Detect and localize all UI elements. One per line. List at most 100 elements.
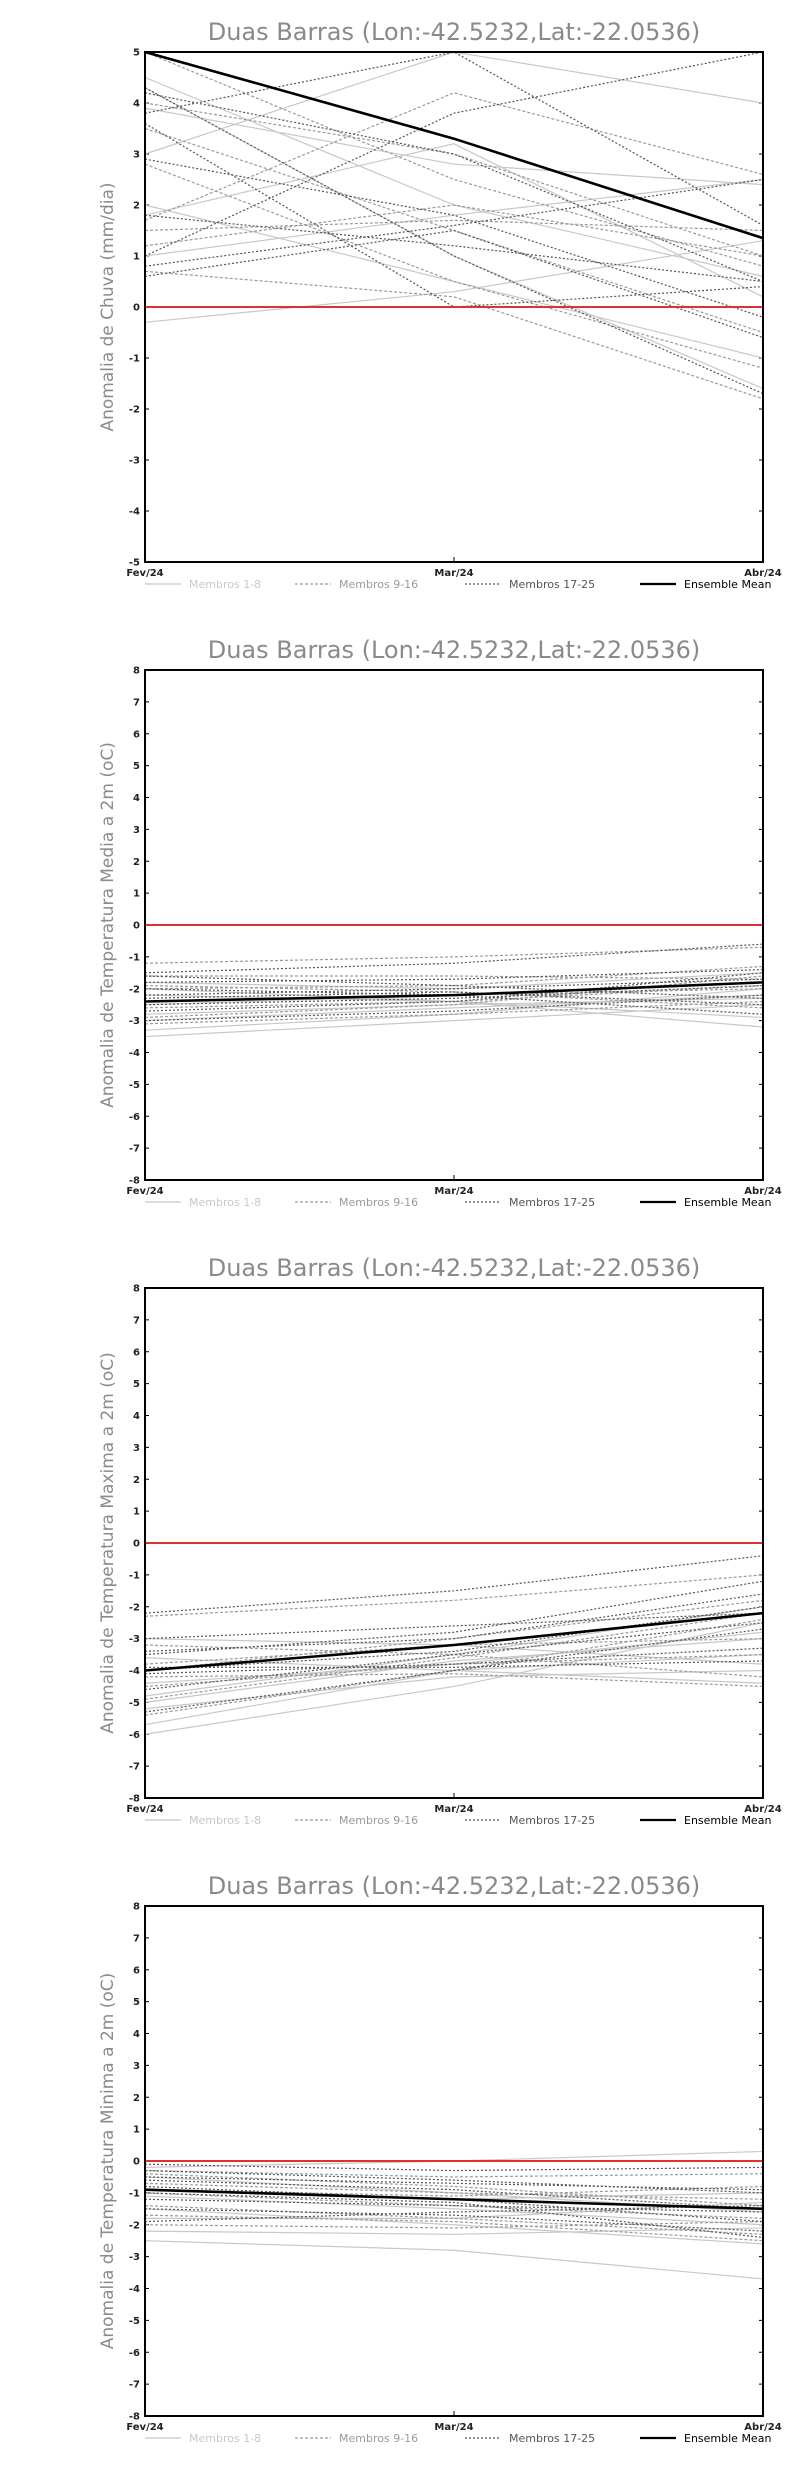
member-line-23 (144, 178, 764, 267)
y-axis-label: Anomalia de Temperatura Minima a 2m (oC) (98, 1973, 118, 2350)
member-line-18 (144, 2179, 764, 2210)
y-axis-label: Anomalia de Chuva (mm/dia) (98, 182, 118, 431)
y-tick-label: -2 (129, 405, 140, 416)
y-tick-label: -8 (129, 1794, 140, 1805)
legend-label-2: Membros 9-16 (339, 578, 418, 591)
chart-panel-1: Duas Barras (Lon:-42.5232,Lat:-22.0536) A… (0, 0, 800, 618)
plot-frame (144, 669, 764, 1181)
member-line-23 (144, 2205, 764, 2223)
member-line-17 (144, 943, 764, 974)
x-tick-label: Mar/24 (434, 1186, 473, 1197)
y-tick-label: 4 (133, 1411, 140, 1422)
member-line-15 (144, 1612, 764, 1700)
member-line-22 (144, 2169, 764, 2194)
member-line-8 (144, 1638, 764, 1703)
member-line-21 (144, 87, 764, 395)
member-line-15 (144, 163, 764, 369)
x-tick-label: Abr/24 (744, 2422, 781, 2433)
member-line-15 (144, 984, 764, 1009)
member-line-5 (144, 2227, 764, 2235)
x-tick-label: Abr/24 (744, 1186, 781, 1197)
member-line-23 (144, 1593, 764, 1652)
member-line-16 (144, 92, 764, 221)
member-line-1 (144, 1622, 764, 1735)
member-line-17 (144, 2163, 764, 2172)
chart-svg: Duas Barras (Lon:-42.5232,Lat:-22.0536) A… (98, 1254, 782, 1827)
legend-label-3: Membros 17-25 (509, 2432, 595, 2445)
member-line-18 (144, 969, 764, 983)
member-line-15 (144, 2214, 764, 2242)
y-axis-label: Anomalia de Temperatura Media a 2m (oC) (98, 742, 118, 1108)
member-line-12 (144, 2220, 764, 2229)
member-line-19 (144, 229, 764, 339)
y-tick-label: -5 (129, 1698, 140, 1709)
y-tick-label: -1 (129, 1570, 140, 1581)
y-tick-label: 0 (133, 921, 140, 932)
chart-svg: Duas Barras (Lon:-42.5232,Lat:-22.0536) A… (98, 636, 782, 1209)
legend-label-1: Membros 1-8 (189, 2432, 261, 2445)
y-tick-label: -2 (129, 984, 140, 995)
y-tick-label: -7 (129, 2380, 140, 2391)
member-line-20 (144, 214, 764, 283)
chart-title: Duas Barras (Lon:-42.5232,Lat:-22.0536) (208, 636, 701, 664)
chart-title: Duas Barras (Lon:-42.5232,Lat:-22.0536) (208, 1872, 701, 1900)
x-tick-label: Mar/24 (434, 1804, 473, 1815)
member-line-24 (144, 122, 764, 308)
y-tick-label: 2 (133, 857, 140, 868)
member-line-5 (144, 87, 764, 390)
y-tick-label: -8 (129, 1176, 140, 1187)
y-tick-label: -4 (129, 507, 140, 518)
y-tick-label: 0 (133, 303, 140, 314)
member-line-4 (144, 178, 764, 257)
legend-label-1: Membros 1-8 (189, 578, 261, 591)
member-line-10 (144, 219, 764, 232)
chart-panel-3: Duas Barras (Lon:-42.5232,Lat:-22.0536) A… (0, 1236, 800, 1854)
member-line-10 (144, 2205, 764, 2235)
x-tick-label: Fev/24 (126, 1804, 163, 1815)
legend-label-2: Membros 9-16 (339, 2432, 418, 2445)
member-line-8 (144, 2195, 764, 2226)
member-line-25 (144, 51, 764, 257)
member-line-24 (144, 2192, 764, 2239)
y-tick-label: 1 (133, 2125, 140, 2136)
ensemble-mean-line (144, 981, 764, 1003)
member-line-19 (144, 978, 764, 996)
member-line-14 (144, 1638, 764, 1665)
y-tick-label: 3 (133, 825, 140, 836)
member-line-23 (144, 972, 764, 1012)
legend-label-1: Membros 1-8 (189, 1196, 261, 1209)
y-tick-label: 8 (133, 1902, 140, 1913)
member-line-20 (144, 2208, 764, 2232)
y-tick-label: -1 (129, 2188, 140, 2199)
legend-label-3: Membros 17-25 (509, 578, 595, 591)
plot-frame (144, 51, 764, 563)
y-tick-label: 4 (133, 2029, 140, 2040)
y-tick-label: -6 (129, 1730, 140, 1741)
y-tick-label: -4 (129, 2284, 140, 2295)
y-tick-label: 5 (133, 761, 140, 772)
member-line-13 (145, 975, 764, 980)
x-tick-label: Fev/24 (126, 1186, 163, 1197)
member-line-14 (144, 984, 764, 1009)
legend-label-4: Ensemble Mean (684, 1814, 771, 1827)
member-line-18 (144, 51, 764, 226)
member-line-25 (144, 1612, 764, 1640)
y-tick-label: 7 (133, 697, 140, 708)
member-line-8 (144, 143, 764, 298)
x-tick-label: Mar/24 (434, 2422, 473, 2433)
member-line-13 (144, 2192, 764, 2219)
y-tick-label: 5 (133, 1379, 140, 1390)
member-line-9 (144, 102, 764, 257)
member-line-11 (144, 270, 764, 400)
y-tick-label: 2 (133, 2093, 140, 2104)
member-line-19 (144, 1606, 764, 1672)
legend-label-4: Ensemble Mean (684, 2432, 771, 2445)
member-line-12 (144, 1000, 764, 1025)
y-tick-label: -4 (129, 1666, 140, 1677)
chart-panel-2: Duas Barras (Lon:-42.5232,Lat:-22.0536) A… (0, 618, 800, 1236)
y-tick-label: -6 (129, 1112, 140, 1123)
legend-label-4: Ensemble Mean (684, 578, 771, 591)
chart-panel-4: Duas Barras (Lon:-42.5232,Lat:-22.0536) A… (0, 1854, 800, 2472)
legend-label-1: Membros 1-8 (189, 1814, 261, 1827)
chart-svg: Duas Barras (Lon:-42.5232,Lat:-22.0536) A… (98, 18, 782, 591)
